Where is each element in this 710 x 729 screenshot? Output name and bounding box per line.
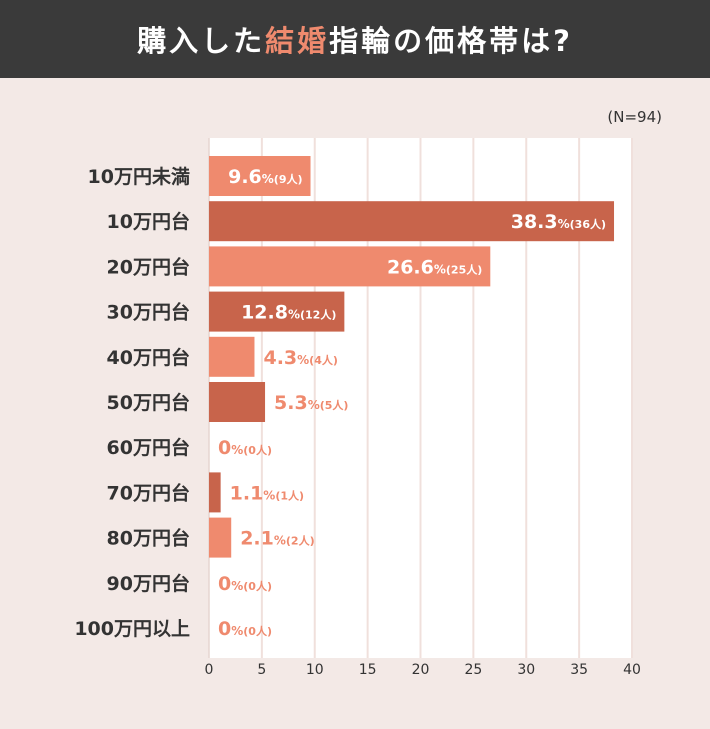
data-label: 38.3%(36人) <box>511 211 606 233</box>
bar <box>209 382 266 422</box>
category-label: 20万円台 <box>107 255 190 278</box>
chart-title: 購入した結婚指輪の価格帯は? <box>137 18 573 60</box>
bar <box>209 517 232 558</box>
bar <box>209 336 255 377</box>
data-label: 2.1%(2人) <box>240 528 314 550</box>
category-label: 50万円台 <box>107 391 190 414</box>
category-label: 60万円台 <box>107 436 190 459</box>
bar <box>209 201 615 242</box>
bar-chart: 0 5 10 15 20 25 30 35 40 (N=94) 10万円未満 9.6%(9人) 10万円… <box>74 108 662 678</box>
x-tick-label: 10 <box>306 662 324 678</box>
data-label: 12.8%(12人) <box>241 302 336 324</box>
x-tick-label: 5 <box>257 662 266 678</box>
category-label: 70万円台 <box>107 481 190 504</box>
data-label: 4.3%(4人) <box>263 347 337 369</box>
data-label: 0%(0人) <box>218 618 272 640</box>
x-tick-label: 40 <box>623 662 641 678</box>
x-tick-label: 25 <box>464 662 482 678</box>
title-part1: 購入した <box>137 24 266 58</box>
data-label: 5.3%(5人) <box>274 392 348 414</box>
x-tick-label: 15 <box>359 662 377 678</box>
data-label: 0%(0人) <box>218 573 272 595</box>
data-label: 26.6%(25人) <box>387 256 482 278</box>
bar <box>209 156 311 196</box>
x-tick-label: 20 <box>412 662 430 678</box>
category-label: 10万円未満 <box>88 165 190 188</box>
data-label: 9.6%(9人) <box>228 166 302 188</box>
category-label: 30万円台 <box>107 301 190 324</box>
category-label: 80万円台 <box>107 527 190 550</box>
header-banner: 購入した結婚指輪の価格帯は? <box>0 0 710 78</box>
x-tick-label: 35 <box>570 662 588 678</box>
data-label: 1.1%(1人) <box>230 482 304 504</box>
data-label: 0%(0人) <box>218 437 272 459</box>
bar <box>209 291 345 332</box>
category-label: 90万円台 <box>107 572 190 595</box>
title-part2: 指輪の価格帯は? <box>329 24 573 58</box>
sample-size-note: (N=94) <box>607 108 662 126</box>
bar <box>209 472 221 513</box>
x-tick-label: 30 <box>517 662 535 678</box>
x-tick-label: 0 <box>205 662 214 678</box>
bar <box>209 246 491 287</box>
title-highlight: 結婚 <box>265 24 330 58</box>
category-label: 40万円台 <box>107 346 190 369</box>
category-label: 10万円台 <box>107 210 190 233</box>
category-label: 100万円以上 <box>74 618 190 640</box>
